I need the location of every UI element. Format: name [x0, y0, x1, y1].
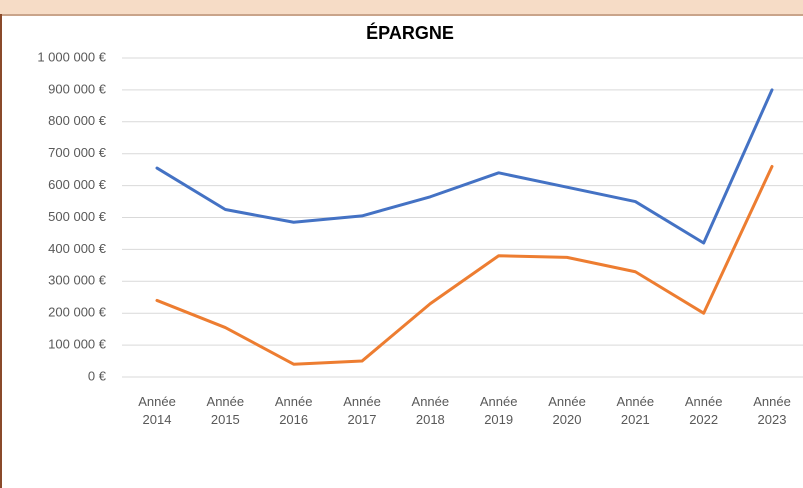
y-tick-label: 600 000 €	[48, 177, 107, 192]
line-series	[155, 88, 774, 245]
y-tick-label: 100 000 €	[48, 337, 107, 352]
chart-border	[0, 14, 803, 16]
x-tick-label: Année 2021	[616, 394, 655, 427]
x-tick-label: Année 2017	[343, 394, 381, 427]
x-tick-label: Année 2023	[753, 394, 791, 427]
x-tick-label: Année 2020	[548, 394, 586, 427]
y-tick-label: 700 000 €	[48, 145, 107, 160]
background-strip	[0, 0, 803, 14]
y-tick-label: 500 000 €	[48, 209, 107, 224]
x-tick-label: Année 2018	[411, 394, 450, 427]
y-tick-label: 400 000 €	[48, 241, 107, 256]
y-tick-label: 800 000 €	[48, 113, 107, 128]
x-tick-label: Année 2015	[206, 394, 245, 427]
x-tick-label: Année 2014	[138, 394, 176, 427]
y-tick-label: 300 000 €	[48, 273, 107, 288]
y-tick-label: 1 000 000 €	[37, 49, 106, 64]
y-tick-label: 200 000 €	[48, 305, 107, 320]
chart-border-left	[0, 14, 2, 488]
x-tick-label: Année 2016	[274, 394, 313, 427]
chart-title: ÉPARGNE	[366, 22, 454, 43]
y-tick-label: 900 000 €	[48, 81, 107, 96]
x-tick-label: Année 2022	[684, 394, 723, 427]
y-tick-label: 0 €	[88, 368, 107, 383]
x-tick-label: Année 2019	[479, 394, 518, 427]
line-series	[155, 164, 774, 366]
